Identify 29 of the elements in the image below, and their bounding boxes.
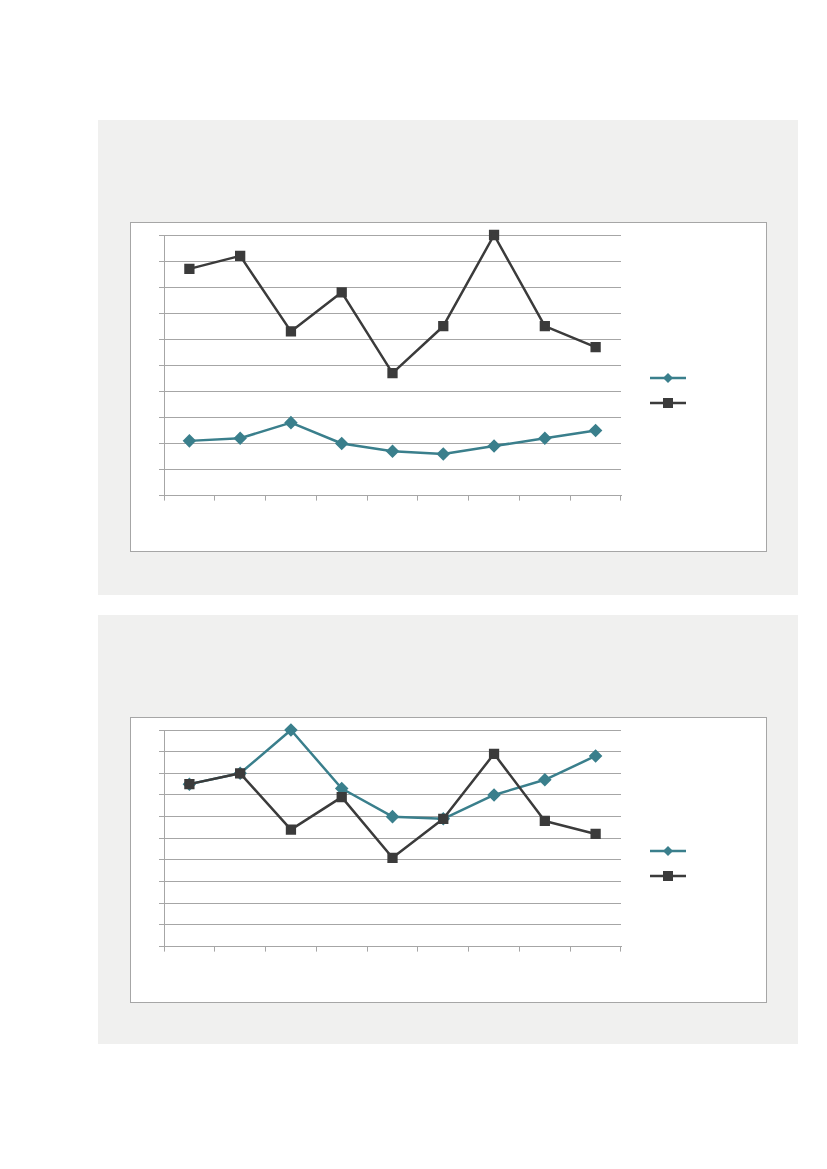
point (235, 250, 246, 261)
point (539, 321, 550, 332)
point (590, 828, 601, 840)
point (487, 788, 501, 802)
point (183, 434, 196, 448)
point (589, 424, 602, 437)
point (233, 432, 247, 445)
point (488, 229, 500, 241)
point (387, 367, 398, 379)
point (184, 263, 195, 275)
point (386, 810, 399, 823)
point (335, 437, 348, 450)
point (539, 815, 550, 827)
point (386, 445, 399, 458)
point (336, 792, 347, 803)
point (285, 326, 297, 337)
point (589, 749, 602, 763)
point (538, 773, 552, 787)
point (590, 341, 601, 353)
point (487, 439, 501, 453)
point (488, 748, 500, 759)
point (285, 824, 297, 835)
point (336, 287, 347, 298)
point (438, 321, 449, 332)
point (538, 432, 552, 445)
point (284, 416, 298, 429)
point (387, 852, 398, 863)
point (437, 447, 450, 461)
point (284, 723, 298, 737)
